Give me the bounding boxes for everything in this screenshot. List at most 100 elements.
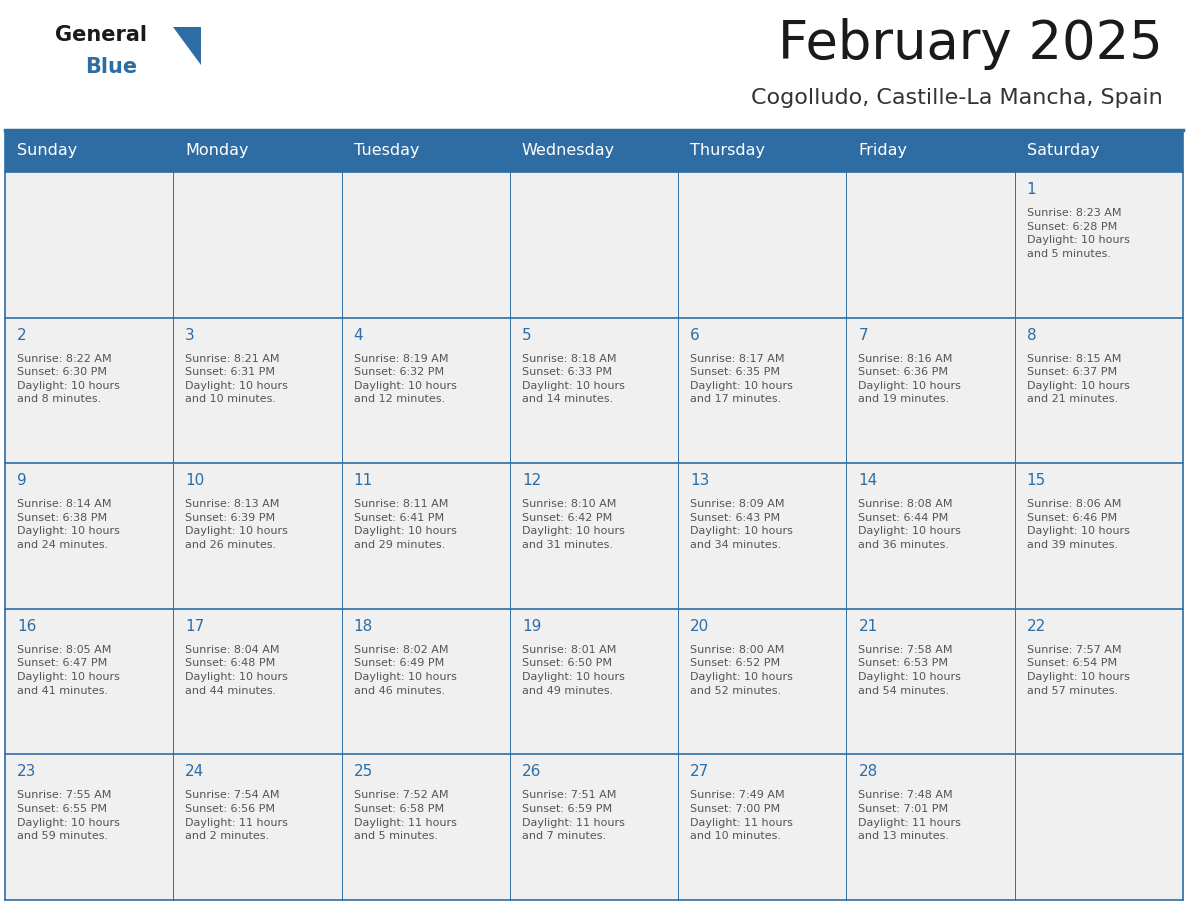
Text: 8: 8: [1026, 328, 1036, 342]
Bar: [5, 609, 173, 755]
Bar: [510, 464, 678, 609]
Text: 21: 21: [859, 619, 878, 633]
Bar: [173, 464, 342, 609]
Bar: [5, 130, 173, 172]
Text: Sunrise: 8:06 AM
Sunset: 6:46 PM
Daylight: 10 hours
and 39 minutes.: Sunrise: 8:06 AM Sunset: 6:46 PM Dayligh…: [1026, 499, 1130, 550]
Bar: [846, 609, 1015, 755]
Bar: [342, 172, 510, 318]
Text: Wednesday: Wednesday: [522, 143, 615, 159]
Bar: [1015, 609, 1183, 755]
Bar: [846, 318, 1015, 464]
Text: Sunrise: 8:02 AM
Sunset: 6:49 PM
Daylight: 10 hours
and 46 minutes.: Sunrise: 8:02 AM Sunset: 6:49 PM Dayligh…: [354, 644, 456, 696]
Text: Monday: Monday: [185, 143, 248, 159]
Bar: [510, 609, 678, 755]
Text: 25: 25: [354, 765, 373, 779]
Text: Sunrise: 8:16 AM
Sunset: 6:36 PM
Daylight: 10 hours
and 19 minutes.: Sunrise: 8:16 AM Sunset: 6:36 PM Dayligh…: [859, 353, 961, 405]
Text: Tuesday: Tuesday: [354, 143, 419, 159]
Bar: [173, 130, 342, 172]
Bar: [510, 755, 678, 900]
Bar: [678, 464, 846, 609]
Text: 1: 1: [1026, 182, 1036, 197]
Text: Sunrise: 7:48 AM
Sunset: 7:01 PM
Daylight: 11 hours
and 13 minutes.: Sunrise: 7:48 AM Sunset: 7:01 PM Dayligh…: [859, 790, 961, 841]
Bar: [510, 130, 678, 172]
Bar: [1015, 464, 1183, 609]
Text: 18: 18: [354, 619, 373, 633]
Text: Sunrise: 8:10 AM
Sunset: 6:42 PM
Daylight: 10 hours
and 31 minutes.: Sunrise: 8:10 AM Sunset: 6:42 PM Dayligh…: [522, 499, 625, 550]
Text: Sunrise: 7:58 AM
Sunset: 6:53 PM
Daylight: 10 hours
and 54 minutes.: Sunrise: 7:58 AM Sunset: 6:53 PM Dayligh…: [859, 644, 961, 696]
Text: 6: 6: [690, 328, 700, 342]
Bar: [846, 130, 1015, 172]
Text: 16: 16: [17, 619, 37, 633]
Text: Sunrise: 8:01 AM
Sunset: 6:50 PM
Daylight: 10 hours
and 49 minutes.: Sunrise: 8:01 AM Sunset: 6:50 PM Dayligh…: [522, 644, 625, 696]
Text: 10: 10: [185, 473, 204, 488]
Bar: [5, 318, 173, 464]
Text: Saturday: Saturday: [1026, 143, 1099, 159]
Text: 7: 7: [859, 328, 868, 342]
Bar: [173, 755, 342, 900]
Bar: [678, 755, 846, 900]
Text: 12: 12: [522, 473, 541, 488]
Bar: [846, 172, 1015, 318]
Text: 14: 14: [859, 473, 878, 488]
Bar: [342, 318, 510, 464]
Bar: [342, 609, 510, 755]
Text: Sunrise: 8:14 AM
Sunset: 6:38 PM
Daylight: 10 hours
and 24 minutes.: Sunrise: 8:14 AM Sunset: 6:38 PM Dayligh…: [17, 499, 120, 550]
Text: Sunrise: 8:21 AM
Sunset: 6:31 PM
Daylight: 10 hours
and 10 minutes.: Sunrise: 8:21 AM Sunset: 6:31 PM Dayligh…: [185, 353, 289, 405]
Text: Sunrise: 8:13 AM
Sunset: 6:39 PM
Daylight: 10 hours
and 26 minutes.: Sunrise: 8:13 AM Sunset: 6:39 PM Dayligh…: [185, 499, 289, 550]
Text: 4: 4: [354, 328, 364, 342]
Text: Sunrise: 8:00 AM
Sunset: 6:52 PM
Daylight: 10 hours
and 52 minutes.: Sunrise: 8:00 AM Sunset: 6:52 PM Dayligh…: [690, 644, 794, 696]
Text: Sunrise: 7:52 AM
Sunset: 6:58 PM
Daylight: 11 hours
and 5 minutes.: Sunrise: 7:52 AM Sunset: 6:58 PM Dayligh…: [354, 790, 456, 841]
Text: 5: 5: [522, 328, 531, 342]
Bar: [1015, 172, 1183, 318]
Bar: [1015, 755, 1183, 900]
Text: 3: 3: [185, 328, 195, 342]
Text: 15: 15: [1026, 473, 1045, 488]
Text: Blue: Blue: [86, 57, 137, 77]
Bar: [846, 755, 1015, 900]
Text: Sunrise: 7:54 AM
Sunset: 6:56 PM
Daylight: 11 hours
and 2 minutes.: Sunrise: 7:54 AM Sunset: 6:56 PM Dayligh…: [185, 790, 289, 841]
Bar: [5, 464, 173, 609]
Text: 22: 22: [1026, 619, 1045, 633]
Text: Sunrise: 8:08 AM
Sunset: 6:44 PM
Daylight: 10 hours
and 36 minutes.: Sunrise: 8:08 AM Sunset: 6:44 PM Dayligh…: [859, 499, 961, 550]
Text: 13: 13: [690, 473, 709, 488]
Text: 19: 19: [522, 619, 542, 633]
Bar: [1015, 130, 1183, 172]
Bar: [1015, 318, 1183, 464]
Text: 17: 17: [185, 619, 204, 633]
Bar: [342, 755, 510, 900]
Text: Sunrise: 8:18 AM
Sunset: 6:33 PM
Daylight: 10 hours
and 14 minutes.: Sunrise: 8:18 AM Sunset: 6:33 PM Dayligh…: [522, 353, 625, 405]
Text: Sunrise: 8:22 AM
Sunset: 6:30 PM
Daylight: 10 hours
and 8 minutes.: Sunrise: 8:22 AM Sunset: 6:30 PM Dayligh…: [17, 353, 120, 405]
Text: February 2025: February 2025: [778, 18, 1163, 70]
Text: Sunrise: 8:23 AM
Sunset: 6:28 PM
Daylight: 10 hours
and 5 minutes.: Sunrise: 8:23 AM Sunset: 6:28 PM Dayligh…: [1026, 208, 1130, 259]
Text: 24: 24: [185, 765, 204, 779]
Text: Thursday: Thursday: [690, 143, 765, 159]
Text: Sunrise: 8:05 AM
Sunset: 6:47 PM
Daylight: 10 hours
and 41 minutes.: Sunrise: 8:05 AM Sunset: 6:47 PM Dayligh…: [17, 644, 120, 696]
Text: 11: 11: [354, 473, 373, 488]
Bar: [342, 464, 510, 609]
Text: 26: 26: [522, 765, 542, 779]
Text: 28: 28: [859, 765, 878, 779]
Bar: [5, 755, 173, 900]
Text: 27: 27: [690, 765, 709, 779]
Text: Sunday: Sunday: [17, 143, 77, 159]
Bar: [846, 464, 1015, 609]
Text: Cogolludo, Castille-La Mancha, Spain: Cogolludo, Castille-La Mancha, Spain: [751, 88, 1163, 108]
Text: Sunrise: 7:55 AM
Sunset: 6:55 PM
Daylight: 10 hours
and 59 minutes.: Sunrise: 7:55 AM Sunset: 6:55 PM Dayligh…: [17, 790, 120, 841]
Bar: [510, 172, 678, 318]
Bar: [678, 609, 846, 755]
Text: Sunrise: 8:15 AM
Sunset: 6:37 PM
Daylight: 10 hours
and 21 minutes.: Sunrise: 8:15 AM Sunset: 6:37 PM Dayligh…: [1026, 353, 1130, 405]
Bar: [678, 130, 846, 172]
Text: Friday: Friday: [859, 143, 908, 159]
Text: Sunrise: 8:19 AM
Sunset: 6:32 PM
Daylight: 10 hours
and 12 minutes.: Sunrise: 8:19 AM Sunset: 6:32 PM Dayligh…: [354, 353, 456, 405]
Text: Sunrise: 8:11 AM
Sunset: 6:41 PM
Daylight: 10 hours
and 29 minutes.: Sunrise: 8:11 AM Sunset: 6:41 PM Dayligh…: [354, 499, 456, 550]
Text: Sunrise: 7:51 AM
Sunset: 6:59 PM
Daylight: 11 hours
and 7 minutes.: Sunrise: 7:51 AM Sunset: 6:59 PM Dayligh…: [522, 790, 625, 841]
Bar: [510, 318, 678, 464]
Text: 9: 9: [17, 473, 27, 488]
Text: 2: 2: [17, 328, 26, 342]
Bar: [342, 130, 510, 172]
Text: Sunrise: 7:57 AM
Sunset: 6:54 PM
Daylight: 10 hours
and 57 minutes.: Sunrise: 7:57 AM Sunset: 6:54 PM Dayligh…: [1026, 644, 1130, 696]
Bar: [173, 318, 342, 464]
Bar: [173, 172, 342, 318]
Bar: [678, 318, 846, 464]
Text: Sunrise: 8:04 AM
Sunset: 6:48 PM
Daylight: 10 hours
and 44 minutes.: Sunrise: 8:04 AM Sunset: 6:48 PM Dayligh…: [185, 644, 289, 696]
